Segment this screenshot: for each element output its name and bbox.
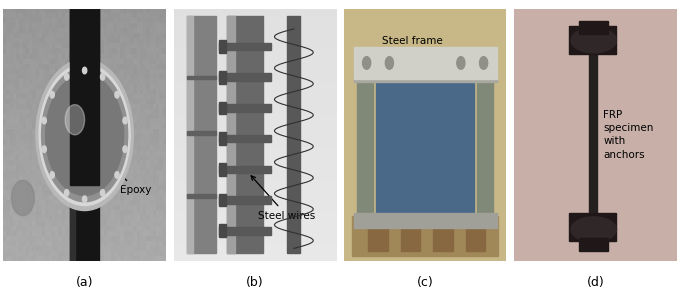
Bar — [70, 4, 75, 261]
Bar — [219, 166, 271, 173]
Circle shape — [82, 196, 87, 202]
Bar — [354, 74, 496, 82]
Bar — [377, 57, 474, 221]
Circle shape — [115, 172, 119, 178]
Circle shape — [36, 59, 133, 211]
Bar — [219, 40, 226, 53]
Bar — [401, 221, 420, 251]
Bar — [219, 102, 226, 114]
Circle shape — [50, 91, 54, 98]
Bar — [219, 43, 271, 50]
Text: Epoxy: Epoxy — [90, 143, 152, 195]
Circle shape — [12, 180, 34, 215]
Bar — [433, 221, 453, 251]
Bar — [589, 34, 597, 236]
Circle shape — [82, 67, 87, 74]
Bar — [186, 16, 216, 253]
Bar — [186, 16, 193, 253]
Bar — [219, 104, 271, 112]
Circle shape — [123, 117, 127, 124]
Bar — [219, 132, 226, 145]
Text: Steel frame: Steel frame — [381, 37, 443, 66]
Circle shape — [39, 64, 130, 206]
Circle shape — [42, 146, 46, 153]
Text: (c): (c) — [417, 276, 433, 289]
Circle shape — [46, 74, 124, 195]
Bar — [579, 21, 609, 34]
Circle shape — [65, 105, 84, 135]
Bar — [466, 221, 486, 251]
Bar — [227, 16, 235, 253]
Circle shape — [65, 190, 69, 196]
Bar — [477, 52, 494, 223]
Bar — [354, 213, 496, 228]
Text: (a): (a) — [76, 276, 93, 289]
Circle shape — [457, 57, 465, 69]
Text: (b): (b) — [246, 276, 264, 289]
Bar — [579, 238, 609, 251]
Bar — [227, 16, 263, 253]
Bar — [219, 71, 226, 84]
Text: FRP
specimen
with
anchors: FRP specimen with anchors — [603, 110, 654, 160]
Ellipse shape — [571, 28, 617, 53]
Bar — [186, 76, 216, 79]
Bar — [70, 4, 99, 261]
Ellipse shape — [571, 217, 617, 242]
Circle shape — [65, 74, 69, 80]
Circle shape — [362, 57, 371, 69]
Bar — [219, 73, 271, 81]
Circle shape — [479, 57, 488, 69]
Bar — [352, 215, 498, 256]
Bar — [569, 26, 617, 54]
Circle shape — [41, 68, 128, 202]
Bar — [219, 194, 226, 206]
Bar — [219, 135, 271, 142]
Bar — [186, 131, 216, 135]
Bar — [70, 4, 99, 185]
Circle shape — [101, 190, 105, 196]
Bar — [219, 224, 226, 237]
Circle shape — [115, 91, 119, 98]
Bar — [219, 227, 271, 235]
Bar — [219, 196, 271, 204]
Circle shape — [101, 74, 105, 80]
Bar — [288, 16, 301, 253]
Circle shape — [42, 117, 46, 124]
Circle shape — [50, 172, 54, 178]
Circle shape — [123, 146, 127, 153]
Bar — [354, 46, 496, 79]
Bar — [219, 163, 226, 176]
Text: Steel wires: Steel wires — [251, 176, 316, 221]
Bar — [369, 221, 388, 251]
Bar — [357, 52, 373, 223]
Bar — [186, 194, 216, 198]
Text: (d): (d) — [586, 276, 605, 289]
Bar — [569, 213, 617, 241]
Circle shape — [386, 57, 394, 69]
